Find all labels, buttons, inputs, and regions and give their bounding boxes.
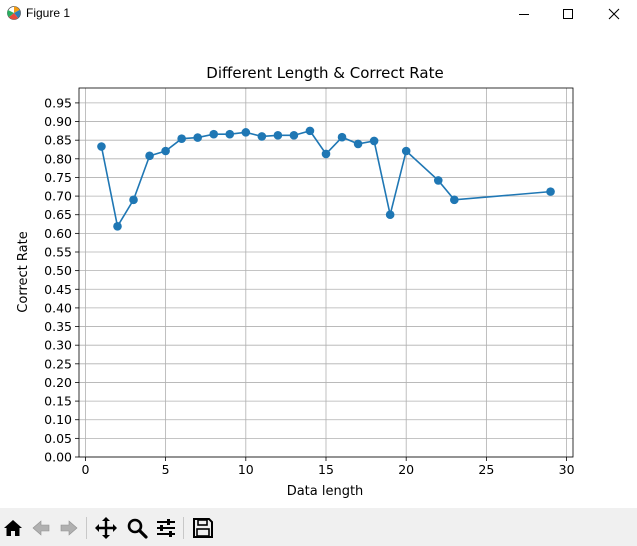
x-axis-label: Data length [287,484,364,499]
pan-button[interactable] [93,515,119,541]
line-chart: Different Length & Correct Rate 0 5 10 15 20… [16,64,575,499]
data-point [353,139,363,149]
toolbar-separator [86,517,87,539]
y-tick-label: 0.80 [44,151,72,166]
y-tick-label: 0.05 [44,431,72,446]
minimize-button[interactable] [501,0,547,28]
magnifier-icon [127,518,148,539]
toolbar-separator [183,517,184,539]
data-point [337,132,347,142]
navigation-toolbar [0,508,637,546]
zoom-button[interactable] [124,515,150,541]
data-series [97,126,555,231]
y-tick-label: 0.10 [44,412,72,427]
y-tick-label: 0.50 [44,263,72,278]
arrow-right-icon [60,520,78,536]
data-point [145,151,154,161]
data-point [257,132,267,141]
y-tick-label: 0.70 [44,189,72,204]
data-point [177,134,186,143]
data-point [113,221,122,231]
x-tick-label: 30 [559,462,575,477]
sliders-icon [157,519,175,537]
y-tick-label: 0.30 [44,338,72,353]
data-point [273,131,283,140]
close-icon [608,8,620,20]
x-tick-label: 20 [398,462,414,477]
data-point [209,129,219,139]
arrow-left-icon [32,520,50,536]
y-tick-label: 0.25 [44,356,72,371]
data-point [129,195,138,205]
back-button[interactable] [28,515,54,541]
y-tick-label: 0.90 [44,114,72,129]
data-point [385,210,395,220]
chart-title: Different Length & Correct Rate [206,64,443,82]
y-tick-label: 0.45 [44,282,72,297]
y-tick-label: 0.00 [44,450,72,465]
data-point [433,176,443,185]
data-point [546,187,555,196]
y-tick-label: 0.35 [44,319,72,334]
x-tick-label: 25 [478,462,494,477]
x-tick-label: 0 [81,462,89,477]
data-point [450,195,459,205]
data-point [97,142,106,151]
minimize-icon [519,14,529,15]
y-tick-label: 0.40 [44,300,72,315]
data-point [369,136,379,146]
x-tick-label: 15 [318,462,334,477]
y-axis-label: Correct Rate [16,231,31,312]
home-button[interactable] [0,515,26,541]
y-tick-label: 0.55 [44,245,72,260]
floppy-disk-icon [193,518,213,538]
y-tick-label: 0.75 [44,170,72,185]
data-point [321,149,331,159]
matplotlib-logo-icon [7,6,21,20]
figure-canvas[interactable]: Different Length & Correct Rate 0 5 10 15 20… [0,28,637,508]
configure-subplots-button[interactable] [153,515,179,541]
data-point [289,131,299,140]
window-title: Figure 1 [26,6,71,20]
data-point [193,133,202,142]
y-tick-label: 0.85 [44,133,72,148]
y-tick-label: 0.95 [44,95,72,110]
y-tick-label: 0.15 [44,394,72,409]
data-point [241,128,251,137]
maximize-icon [563,9,573,19]
data-point [161,146,170,156]
title-bar: Figure 1 [0,0,637,28]
forward-button[interactable] [56,515,82,541]
maximize-button[interactable] [545,0,591,28]
data-point [401,146,411,156]
home-icon [4,520,22,536]
y-tick-label: 0.65 [44,207,72,222]
data-point [225,129,235,139]
grid-lines [79,88,573,458]
move-icon [95,517,117,539]
x-tick-label: 10 [238,462,254,477]
close-button[interactable] [591,0,637,28]
y-tick-label: 0.60 [44,226,72,241]
save-button[interactable] [190,515,216,541]
y-tick-label: 0.20 [44,375,72,390]
x-tick-label: 5 [162,462,170,477]
data-point [305,126,315,136]
axis-ticks: 0 5 10 15 20 25 30 0.00 0.05 0.10 0.15 0.20 0.25 0.30… [44,95,574,477]
